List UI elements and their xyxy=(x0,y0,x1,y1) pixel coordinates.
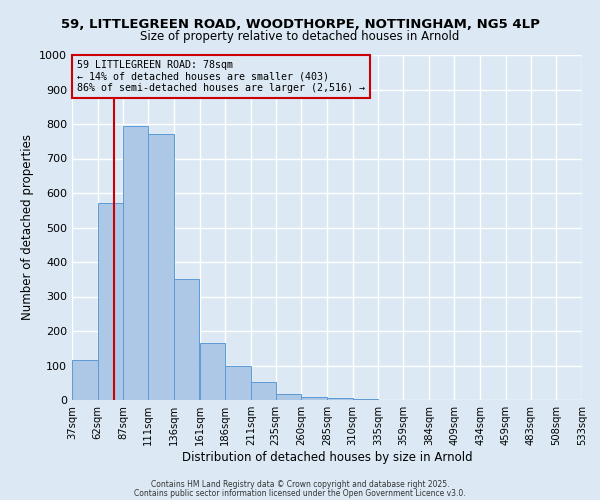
Text: Size of property relative to detached houses in Arnold: Size of property relative to detached ho… xyxy=(140,30,460,43)
Bar xyxy=(124,126,148,400)
Y-axis label: Number of detached properties: Number of detached properties xyxy=(20,134,34,320)
Bar xyxy=(275,394,301,400)
Bar xyxy=(72,360,98,400)
Text: 59 LITTLEGREEN ROAD: 78sqm
← 14% of detached houses are smaller (403)
86% of sem: 59 LITTLEGREEN ROAD: 78sqm ← 14% of deta… xyxy=(77,60,365,94)
Bar xyxy=(98,204,124,400)
Bar xyxy=(225,366,251,400)
Bar xyxy=(301,397,327,400)
Bar xyxy=(199,343,225,400)
Text: 59, LITTLEGREEN ROAD, WOODTHORPE, NOTTINGHAM, NG5 4LP: 59, LITTLEGREEN ROAD, WOODTHORPE, NOTTIN… xyxy=(61,18,539,30)
X-axis label: Distribution of detached houses by size in Arnold: Distribution of detached houses by size … xyxy=(182,451,472,464)
Text: Contains public sector information licensed under the Open Government Licence v3: Contains public sector information licen… xyxy=(134,488,466,498)
Bar xyxy=(174,279,199,400)
Text: Contains HM Land Registry data © Crown copyright and database right 2025.: Contains HM Land Registry data © Crown c… xyxy=(151,480,449,489)
Bar xyxy=(327,398,353,400)
Bar xyxy=(251,382,275,400)
Bar xyxy=(148,134,174,400)
